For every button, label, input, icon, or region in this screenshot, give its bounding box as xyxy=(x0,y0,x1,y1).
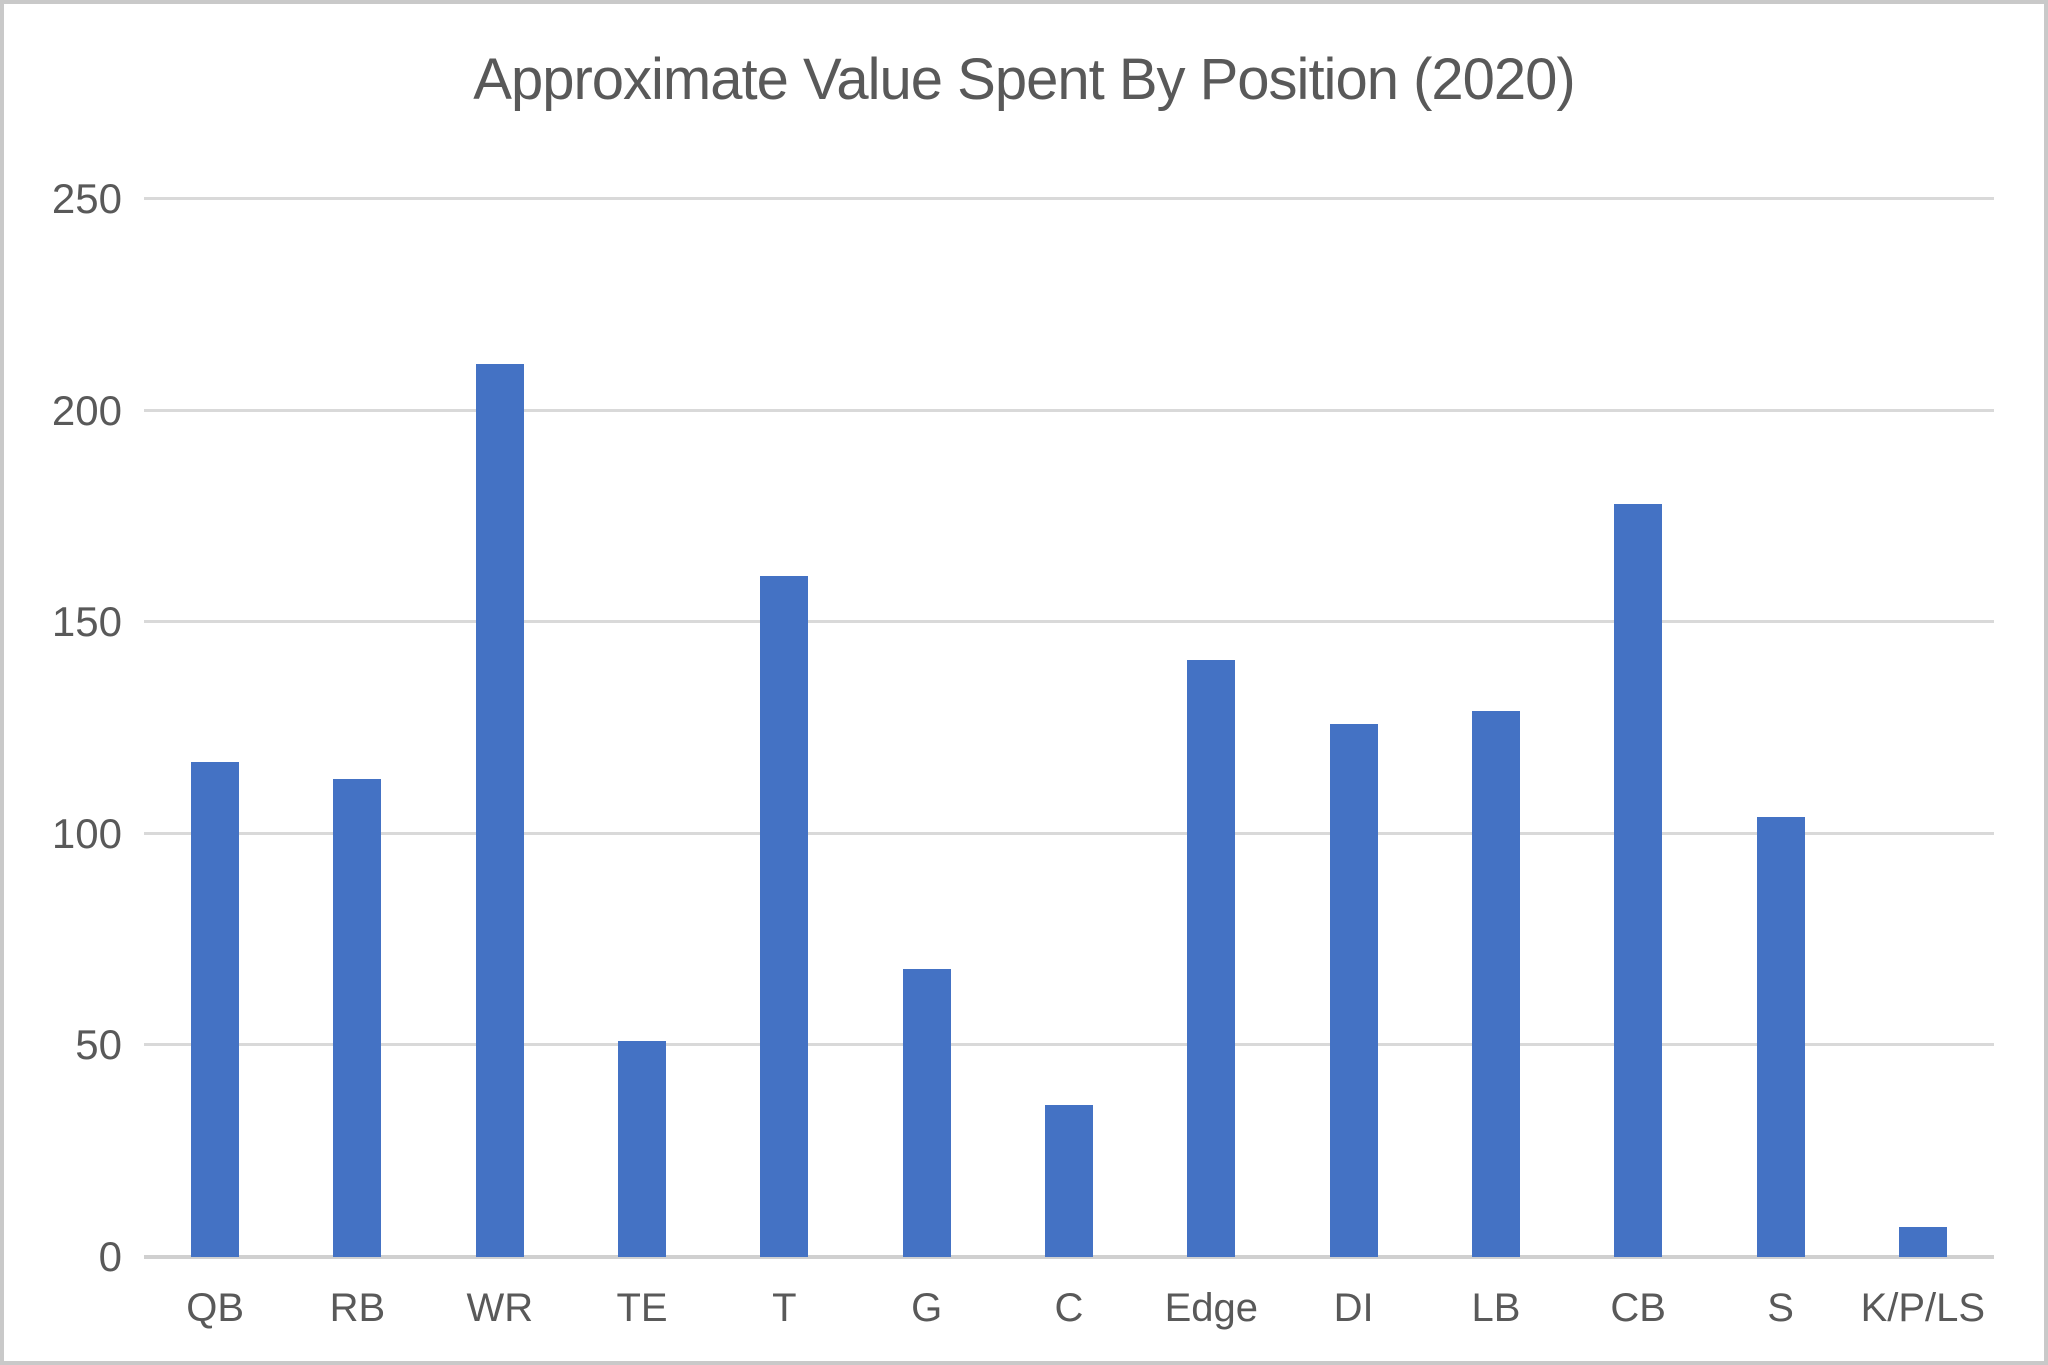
y-tick-label-250: 250 xyxy=(51,175,122,222)
bar-T xyxy=(760,575,809,1257)
x-axis-label-RB: RB xyxy=(329,1286,386,1330)
plot-area xyxy=(144,197,1994,1259)
y-tick-label-50: 50 xyxy=(75,1021,122,1069)
bar-K/P/LS xyxy=(1898,1227,1947,1257)
gridline-100 xyxy=(144,831,1994,835)
x-axis-label-K/P/LS: K/P/LS xyxy=(1860,1286,1986,1330)
x-axis-label-S: S xyxy=(1767,1286,1794,1330)
gridline-250 xyxy=(144,197,1994,200)
x-axis-label-C: C xyxy=(1054,1286,1084,1330)
bar-RB xyxy=(333,778,382,1257)
bar-LB xyxy=(1471,711,1520,1257)
gridline-150 xyxy=(144,620,1994,624)
x-axis-label-LB: LB xyxy=(1471,1286,1521,1330)
bar-S xyxy=(1756,816,1805,1257)
y-tick-label-100: 100 xyxy=(51,809,122,857)
bar-Edge xyxy=(1187,660,1236,1257)
bar-C xyxy=(1045,1104,1093,1257)
bar-CB xyxy=(1614,503,1663,1257)
y-tick-label-0: 0 xyxy=(98,1233,122,1280)
bar-G xyxy=(902,969,951,1257)
x-axis-label-TE: TE xyxy=(616,1286,668,1330)
bar-WR xyxy=(475,364,524,1257)
bar-DI xyxy=(1329,723,1378,1257)
x-axis-label-T: T xyxy=(772,1286,797,1330)
gridline-200 xyxy=(144,408,1994,412)
x-axis-label-WR: WR xyxy=(466,1286,534,1330)
bar-QB xyxy=(191,761,240,1257)
x-axis-label-QB: QB xyxy=(186,1286,245,1330)
bar-TE xyxy=(618,1041,667,1257)
x-axis-label-DI: DI xyxy=(1333,1286,1374,1330)
x-axis-label-Edge: Edge xyxy=(1164,1286,1258,1330)
y-tick-label-150: 150 xyxy=(51,598,122,646)
gridline-50 xyxy=(144,1043,1994,1047)
x-axis-label-G: G xyxy=(911,1286,943,1330)
chart-title: Approximate Value Spent By Position (202… xyxy=(473,47,1575,112)
x-axis-label-CB: CB xyxy=(1610,1286,1666,1330)
y-tick-label-200: 200 xyxy=(51,386,122,434)
x-axis-line xyxy=(144,1255,1994,1259)
